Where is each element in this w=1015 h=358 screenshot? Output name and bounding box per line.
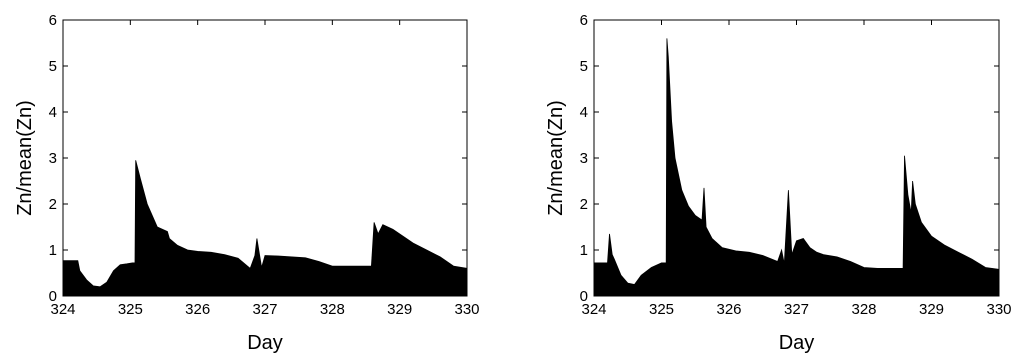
chart-panel-2: 324 325 326 327 328 329 330 0 1 2 3 4 5 6 Day Zn/mean(Z… (545, 12, 1012, 354)
y-tick-label: 1 (580, 242, 588, 259)
y-tick-label: 4 (580, 104, 588, 121)
x-tick-label: 324 (581, 301, 606, 318)
x-tick-label: 327 (252, 301, 277, 318)
x-tick-label: 325 (118, 301, 143, 318)
x-tick-label: 325 (649, 301, 674, 318)
y-tick-label: 5 (580, 58, 588, 75)
series-area (593, 38, 1000, 297)
y-tick-label: 3 (580, 150, 588, 167)
x-tick-label: 330 (454, 301, 479, 318)
y-tick-label: 0 (49, 288, 57, 305)
series-area (62, 160, 468, 297)
y-tick-label: 2 (580, 196, 588, 213)
y-tick-label: 3 (49, 150, 57, 167)
y-axis-label: Zn/mean(Zn) (545, 100, 567, 216)
chart-panel-1: 324 325 326 327 328 329 330 0 1 2 3 4 5 6 Day Zn/mean(Z… (14, 12, 480, 354)
y-tick-label: 4 (49, 104, 57, 121)
y-tick-label: 6 (49, 12, 57, 29)
x-tick-label: 329 (387, 301, 412, 318)
x-tick-label: 329 (919, 301, 944, 318)
y-tick-label: 1 (49, 242, 57, 259)
x-tick-label: 328 (320, 301, 345, 318)
x-tick-label: 324 (50, 301, 75, 318)
y-tick-label: 5 (49, 58, 57, 75)
y-tick-label: 2 (49, 196, 57, 213)
x-tick-label: 326 (716, 301, 741, 318)
x-axis-label: Day (247, 332, 283, 353)
x-axis-label: Day (779, 332, 815, 353)
x-tick-label: 327 (784, 301, 809, 318)
x-tick-label: 328 (851, 301, 876, 318)
y-axis-label: Zn/mean(Zn) (14, 100, 36, 216)
y-tick-label: 6 (580, 12, 588, 29)
x-tick-label: 326 (185, 301, 210, 318)
x-tick-label: 330 (986, 301, 1011, 318)
y-tick-label: 0 (580, 288, 588, 305)
